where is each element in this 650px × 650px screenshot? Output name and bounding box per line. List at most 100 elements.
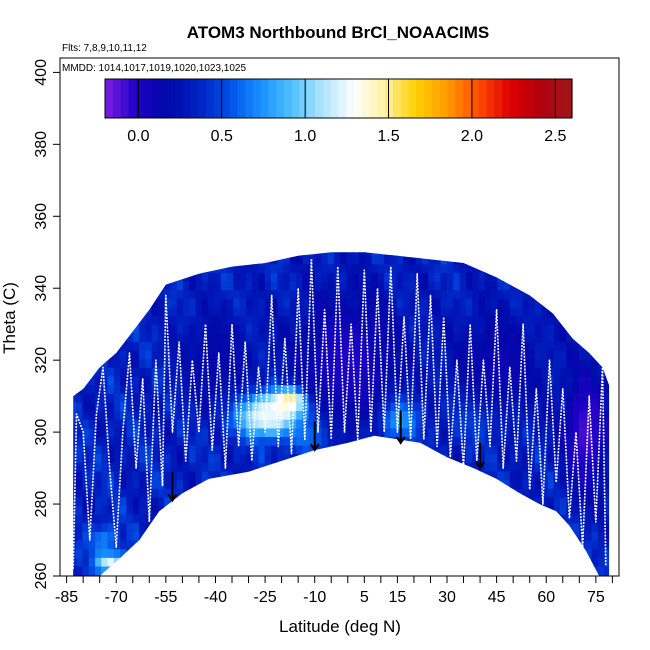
heatmap-cell [296, 341, 304, 351]
heatmap-cell [365, 324, 373, 334]
heatmap-cell [120, 324, 128, 334]
heatmap-cell [491, 341, 498, 351]
heatmap-cell [465, 255, 473, 265]
heatmap-cell [459, 479, 467, 489]
heatmap-cell [447, 324, 454, 334]
heatmap-cell [107, 445, 115, 455]
heatmap-cell [478, 531, 486, 541]
heatmap-cell [245, 514, 253, 524]
heatmap-cell [95, 263, 102, 273]
heatmap-cell [497, 488, 505, 498]
heatmap-cell [610, 411, 617, 420]
heatmap-cell [415, 548, 423, 558]
heatmap-cell [308, 445, 316, 455]
heatmap-cell [95, 574, 102, 576]
heatmap-cell [315, 514, 322, 524]
heatmap-cell [541, 427, 549, 437]
heatmap-cell [277, 419, 285, 429]
heatmap-cell [189, 393, 197, 403]
heatmap-cell [145, 376, 153, 386]
heatmap-cell [283, 540, 291, 550]
heatmap-cell [346, 453, 354, 463]
heatmap-cell [365, 289, 373, 299]
heatmap-cell [132, 384, 140, 394]
heatmap-cell [340, 281, 348, 291]
heatmap-cell [478, 332, 486, 342]
heatmap-cell [120, 332, 128, 342]
heatmap-cell [409, 540, 417, 550]
heatmap-cell [541, 453, 549, 463]
heatmap-cell [340, 565, 348, 576]
heatmap-cell [220, 548, 228, 558]
heatmap-cell [239, 548, 247, 558]
heatmap-cell [547, 341, 555, 351]
heatmap-cell [208, 557, 216, 567]
heatmap-cell [73, 496, 77, 507]
heatmap-cell [509, 514, 517, 524]
heatmap-cell [126, 341, 134, 351]
heatmap-cell [566, 341, 574, 351]
heatmap-cell [447, 522, 454, 532]
heatmap-cell [189, 419, 197, 429]
heatmap-cell [126, 427, 134, 437]
colorbar-segment [120, 79, 129, 118]
heatmap-cell [220, 255, 228, 265]
heatmap-cell [308, 298, 316, 308]
heatmap-cell [289, 453, 297, 463]
heatmap-cell [189, 436, 197, 446]
heatmap-cell [113, 471, 121, 481]
heatmap-cell [453, 505, 461, 515]
heatmap-curtain [72, 238, 617, 576]
heatmap-cell [308, 341, 316, 351]
heatmap-cell [572, 255, 580, 265]
heatmap-cell [120, 298, 128, 308]
heatmap-cell [120, 281, 128, 291]
heatmap-cell [302, 410, 310, 420]
heatmap-cell [409, 341, 417, 351]
heatmap-cell [277, 531, 285, 541]
heatmap-cell [522, 531, 530, 541]
heatmap-cell [440, 255, 448, 265]
heatmap-cell [76, 410, 84, 420]
heatmap-cell [403, 393, 410, 403]
heatmap-cell [403, 332, 410, 342]
heatmap-cell [503, 289, 511, 299]
heatmap-cell [491, 289, 498, 299]
heatmap-cell [384, 238, 391, 247]
heatmap-cell [132, 557, 140, 567]
heatmap-cell [283, 531, 291, 541]
heatmap-cell [610, 385, 617, 394]
heatmap-cell [239, 306, 247, 317]
heatmap-cell [132, 263, 140, 273]
heatmap-cell [384, 514, 392, 524]
heatmap-cell [516, 540, 523, 550]
heatmap-cell [434, 281, 442, 291]
heatmap-cell [396, 471, 404, 481]
heatmap-cell [315, 479, 322, 489]
heatmap-cell [283, 263, 291, 273]
heatmap-cell [95, 289, 102, 299]
heatmap-cell [107, 505, 115, 515]
heatmap-cell [509, 255, 517, 265]
heatmap-cell [327, 557, 335, 567]
heatmap-cell [327, 496, 335, 507]
heatmap-cell [472, 471, 479, 481]
heatmap-cell [484, 255, 492, 265]
x-tick-label: 60 [537, 589, 555, 606]
heatmap-cell [497, 255, 505, 265]
heatmap-cell [296, 540, 304, 550]
heatmap-cell [201, 565, 209, 576]
heatmap-cell [547, 255, 555, 265]
heatmap-cell [271, 410, 278, 420]
heatmap-cell [522, 565, 530, 576]
heatmap-cell [73, 410, 77, 420]
heatmap-cell [421, 557, 429, 567]
heatmap-cell [396, 531, 404, 541]
heatmap-cell [497, 410, 505, 420]
heatmap-cell [516, 289, 523, 299]
heatmap-cell [453, 298, 461, 308]
heatmap-cell [403, 531, 410, 541]
heatmap-cell [227, 384, 234, 394]
heatmap-cell [333, 324, 341, 334]
heatmap-cell [183, 341, 190, 351]
